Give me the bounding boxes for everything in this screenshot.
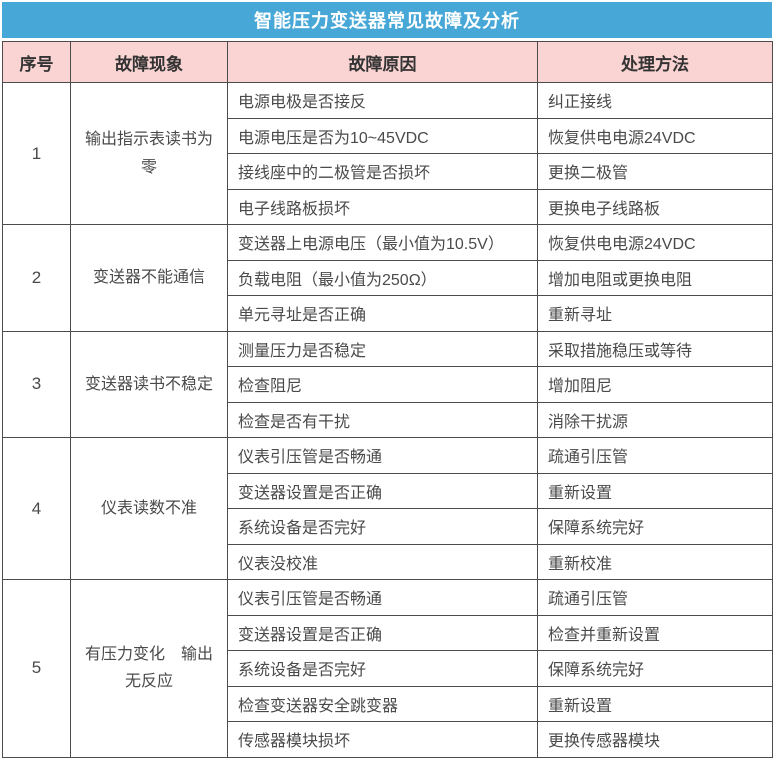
solution-cell: 更换二极管 xyxy=(537,153,773,190)
header-serial: 序号 xyxy=(2,41,71,83)
solution-cell: 纠正接线 xyxy=(537,82,773,119)
cause-cell: 系统设备是否完好 xyxy=(227,650,538,687)
phenomenon-cell: 输出指示表读书为零 xyxy=(70,82,228,225)
table-row: 5 有压力变化 输出无反应 仪表引压管是否畅通 疏通引压管 xyxy=(2,579,773,758)
page-title: 智能压力变送器常见故障及分析 xyxy=(254,11,520,31)
solution-cell: 重新校准 xyxy=(537,543,773,580)
cause-cell: 电子线路板损坏 xyxy=(227,188,538,225)
solution-cell: 增加电阻或更换电阻 xyxy=(537,259,773,296)
table-row: 负载电阻（最小值为250Ω） 增加电阻或更换电阻 xyxy=(3,259,773,296)
header-cause: 故障原因 xyxy=(227,41,538,83)
solution-cell: 检查并重新设置 xyxy=(537,614,773,651)
header-row: 序号 故障现象 故障原因 处理方法 xyxy=(2,41,773,83)
cause-cell: 仪表引压管是否畅通 xyxy=(227,437,538,474)
table-row: 2 变送器不能通信 变送器上电源电压（最小值为10.5V） 恢复供电电源24VD… xyxy=(2,224,773,332)
cause-cell: 电源电压是否为10~45VDC xyxy=(227,117,538,154)
table-row: 检查变送器安全跳变器 重新设置 xyxy=(3,685,773,722)
serial-cell: 1 xyxy=(2,82,71,225)
solution-cell: 重新设置 xyxy=(537,472,773,509)
phenomenon-cell: 仪表读数不准 xyxy=(70,437,228,580)
solution-cell: 疏通引压管 xyxy=(537,579,773,616)
cause-cell: 单元寻址是否正确 xyxy=(227,295,538,332)
solution-cell: 重新设置 xyxy=(537,685,773,722)
table-row: 变送器设置是否正确 检查并重新设置 xyxy=(3,614,773,651)
solution-cell: 更换电子线路板 xyxy=(537,188,773,225)
phenomenon-cell: 有压力变化 输出无反应 xyxy=(70,579,228,758)
solution-cell: 保障系统完好 xyxy=(537,508,773,545)
table-row: 传感器模块损坏 更换传感器模块 xyxy=(3,721,773,758)
solution-cell: 重新寻址 xyxy=(537,295,773,332)
table-row: 仪表没校准 重新校准 xyxy=(3,543,773,580)
cause-cell: 系统设备是否完好 xyxy=(227,508,538,545)
cause-cell: 负载电阻（最小值为250Ω） xyxy=(227,259,538,296)
solution-cell: 采取措施稳压或等待 xyxy=(537,330,773,367)
cause-cell: 变送器设置是否正确 xyxy=(227,472,538,509)
table-row: 电子线路板损坏 更换电子线路板 xyxy=(3,188,773,225)
header-solution: 处理方法 xyxy=(537,41,773,83)
solution-cell: 消除干扰源 xyxy=(537,401,773,438)
cause-cell: 接线座中的二极管是否损坏 xyxy=(227,153,538,190)
cause-cell: 仪表引压管是否畅通 xyxy=(227,579,538,616)
cause-cell: 电源电极是否接反 xyxy=(227,82,538,119)
cause-cell: 传感器模块损坏 xyxy=(227,721,538,758)
table-title-bar: 智能压力变送器常见故障及分析 xyxy=(2,2,772,38)
cause-cell: 仪表没校准 xyxy=(227,543,538,580)
solution-cell: 增加阻尼 xyxy=(537,366,773,403)
phenomenon-cell: 变送器不能通信 xyxy=(70,224,228,332)
table-row: 系统设备是否完好 保障系统完好 xyxy=(3,650,773,687)
cause-cell: 检查是否有干扰 xyxy=(227,401,538,438)
serial-cell: 4 xyxy=(2,437,71,580)
cause-cell: 变送器设置是否正确 xyxy=(227,614,538,651)
table-row: 变送器设置是否正确 重新设置 xyxy=(3,472,773,509)
cause-cell: 变送器上电源电压（最小值为10.5V） xyxy=(227,224,538,261)
fault-table: 序号 故障现象 故障原因 处理方法 1 输出指示表读书为零 电源电极是否接反 纠… xyxy=(2,41,773,758)
serial-cell: 2 xyxy=(2,224,71,332)
phenomenon-cell: 变送器读书不稳定 xyxy=(70,330,228,438)
table-row: 4 仪表读数不准 仪表引压管是否畅通 疏通引压管 xyxy=(2,437,773,580)
cause-cell: 检查变送器安全跳变器 xyxy=(227,685,538,722)
solution-cell: 保障系统完好 xyxy=(537,650,773,687)
solution-cell: 恢复供电电源24VDC xyxy=(537,224,773,261)
table-row: 检查阻尼 增加阻尼 xyxy=(3,366,773,403)
solution-cell: 恢复供电电源24VDC xyxy=(537,117,773,154)
header-phenomenon: 故障现象 xyxy=(70,41,228,83)
serial-cell: 3 xyxy=(2,330,71,438)
cause-cell: 测量压力是否稳定 xyxy=(227,330,538,367)
solution-cell: 疏通引压管 xyxy=(537,437,773,474)
serial-cell: 5 xyxy=(2,579,71,758)
solution-cell: 更换传感器模块 xyxy=(537,721,773,758)
table-row: 1 输出指示表读书为零 电源电极是否接反 纠正接线 xyxy=(2,82,773,225)
table-row: 电源电压是否为10~45VDC 恢复供电电源24VDC xyxy=(3,117,773,154)
table-row: 检查是否有干扰 消除干扰源 xyxy=(3,401,773,438)
table-row: 3 变送器读书不稳定 测量压力是否稳定 采取措施稳压或等待 xyxy=(2,330,773,438)
cause-cell: 检查阻尼 xyxy=(227,366,538,403)
table-row: 单元寻址是否正确 重新寻址 xyxy=(3,295,773,332)
